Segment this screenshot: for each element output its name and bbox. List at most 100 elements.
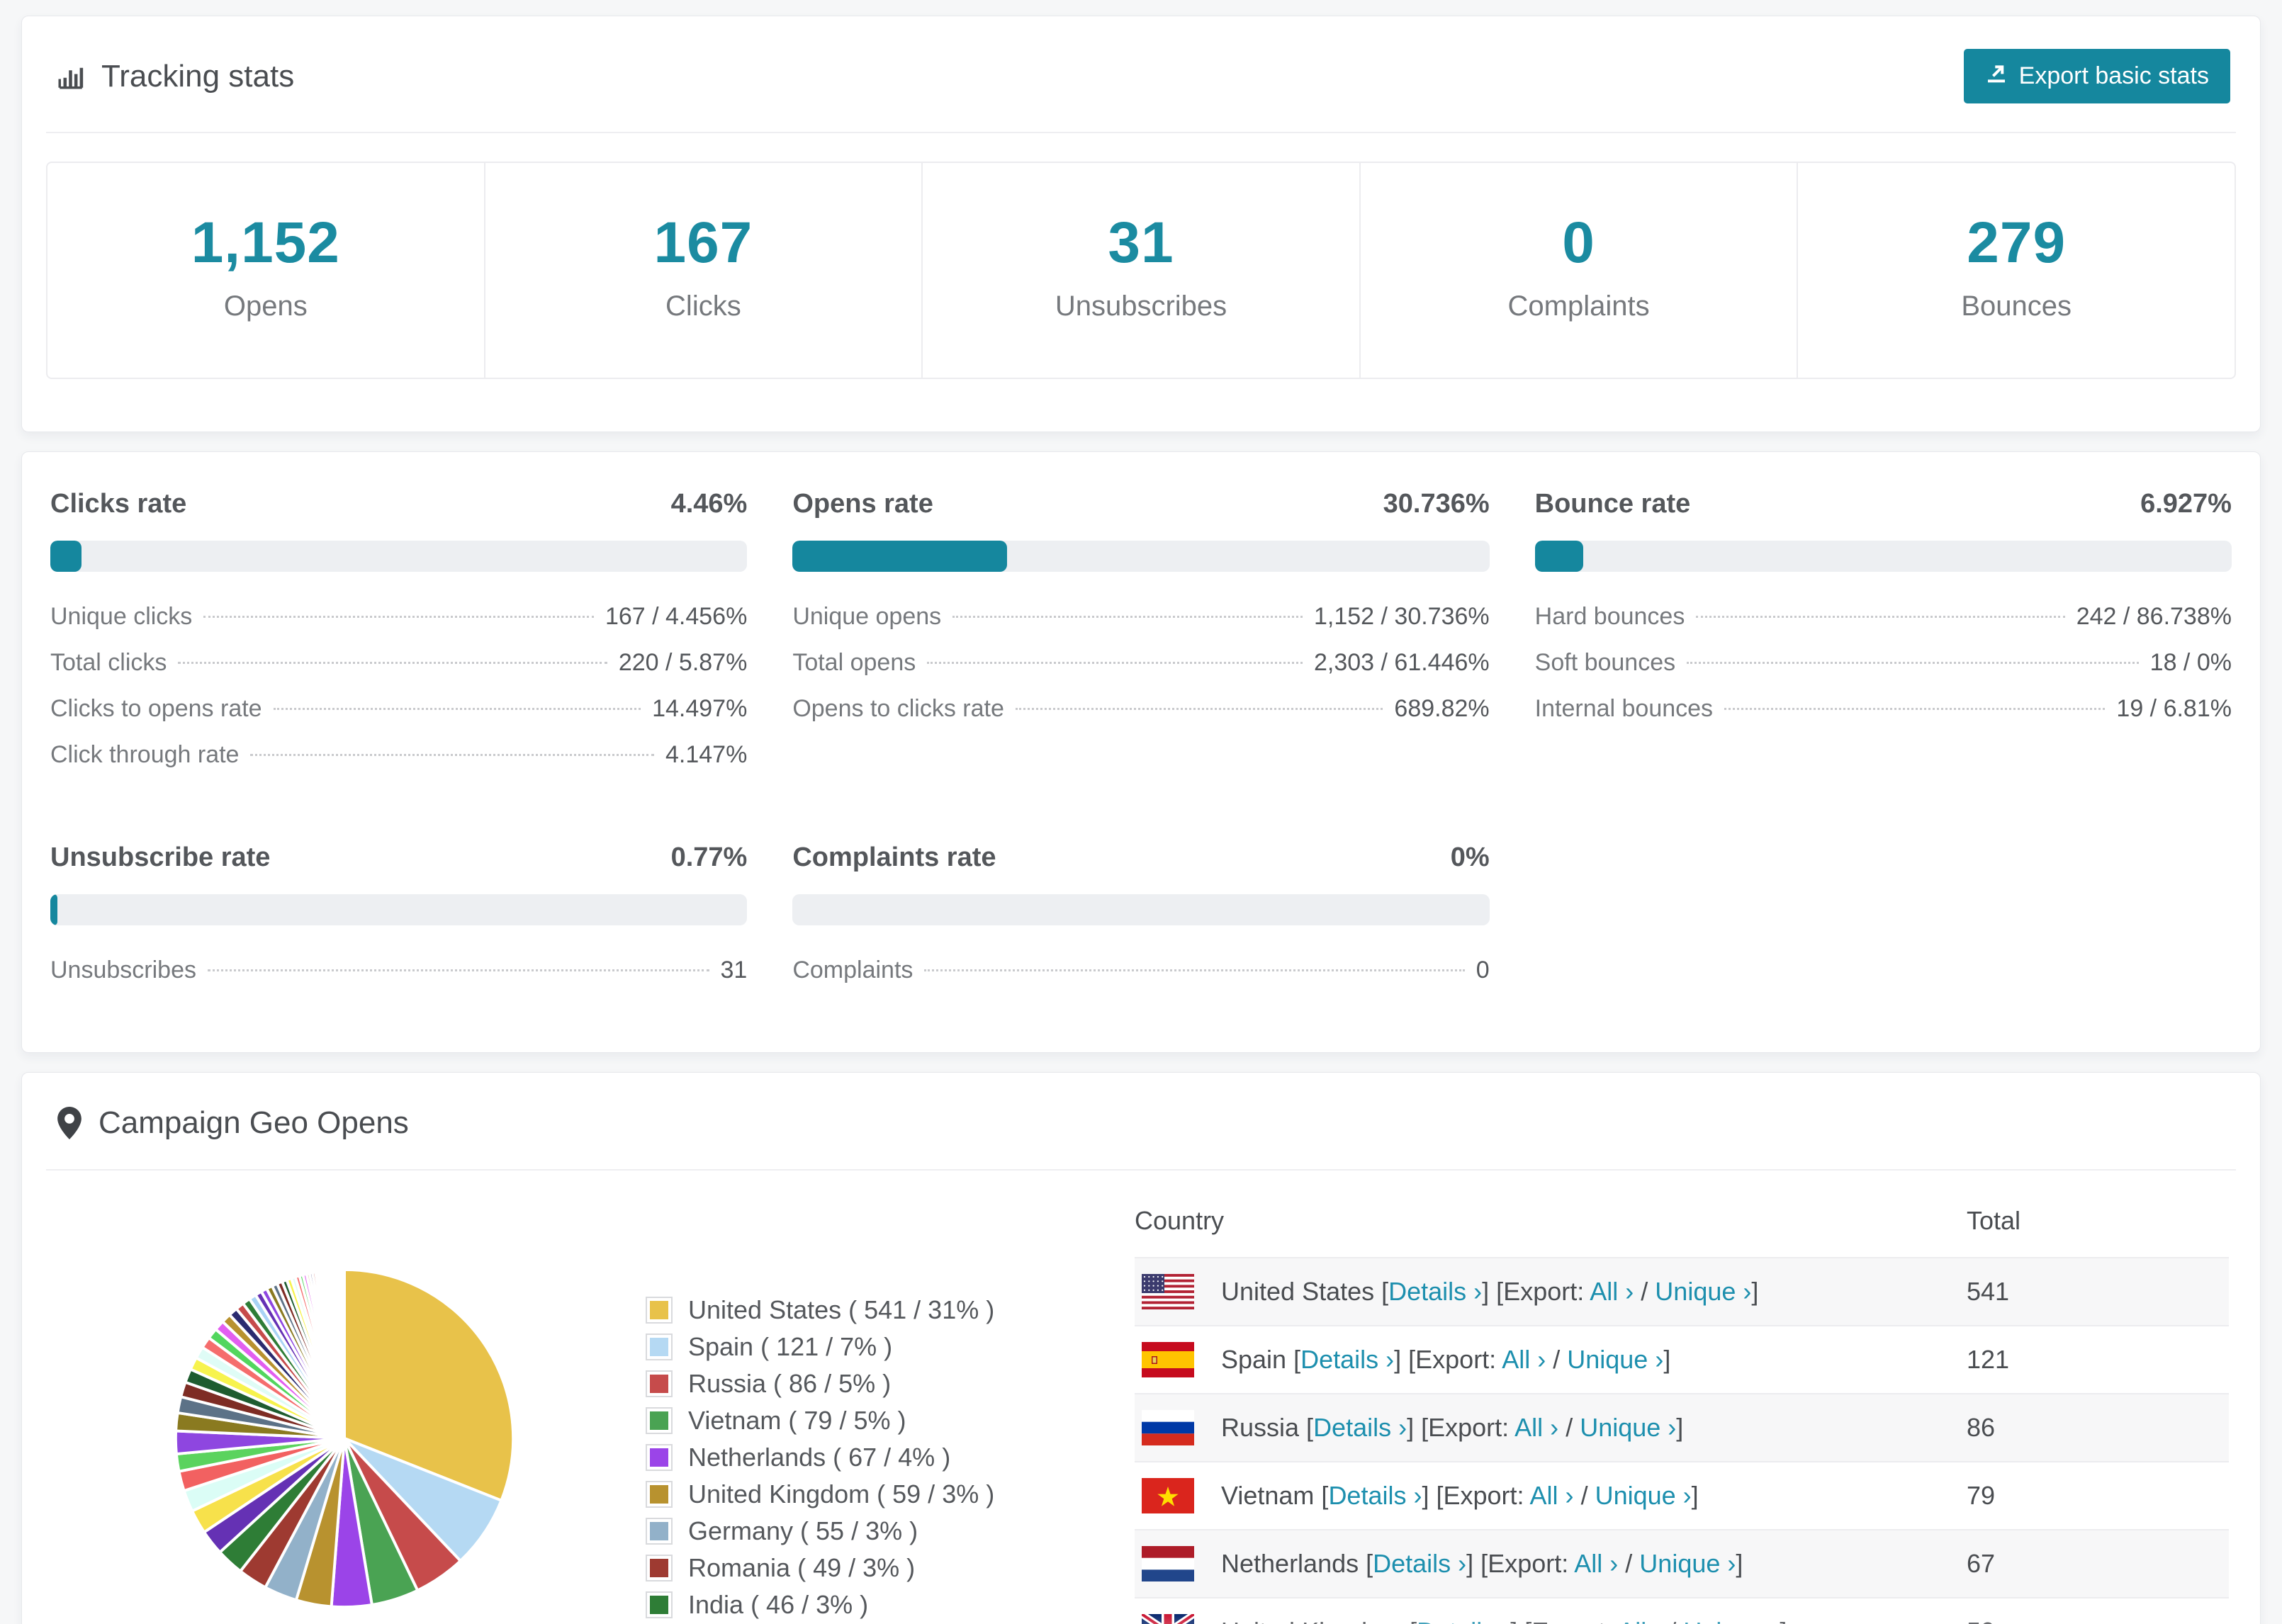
export-all-link[interactable]: All › — [1618, 1617, 1662, 1624]
export-unique-link[interactable]: Unique › — [1580, 1413, 1677, 1442]
legend-label: Netherlands ( 67 / 4% ) — [688, 1443, 951, 1472]
stat-label: Bounces — [1961, 291, 2072, 322]
export-prefix: Export: — [1531, 1617, 1612, 1624]
country-flag-us — [1142, 1274, 1194, 1309]
tracking-stats-card: Tracking stats Export basic stats 1,152 O… — [21, 16, 2261, 432]
details-link[interactable]: Details › — [1313, 1413, 1407, 1442]
stat-cell-opens: 1,152 Opens — [47, 163, 485, 378]
export-unique-link[interactable]: Unique › — [1595, 1481, 1692, 1510]
rate-head: Unsubscribe rate 0.77% — [50, 842, 747, 873]
country-links: Russia [Details ›] [Export: All › / Uniq… — [1221, 1413, 1684, 1442]
export-all-link[interactable]: All › — [1529, 1481, 1574, 1510]
stat-cell-bounces: 279 Bounces — [1798, 163, 2235, 378]
legend-swatch — [646, 1481, 673, 1508]
geo-title-text: Campaign Geo Opens — [99, 1105, 409, 1140]
dotted-leader — [952, 616, 1303, 618]
rate-value: 30.736% — [1383, 489, 1490, 519]
rate-progress-bar — [50, 541, 748, 572]
rate-row-value: 14.497% — [652, 695, 748, 722]
legend-label: Romania ( 49 / 3% ) — [688, 1553, 916, 1582]
details-link[interactable]: Details › — [1388, 1277, 1483, 1306]
rate-rows: Hard bounces 242 / 86.738% Soft bounces 18 … — [1535, 603, 2232, 723]
country-total: 541 — [1967, 1257, 2229, 1326]
export-all-link[interactable]: All › — [1502, 1345, 1546, 1374]
export-basic-stats-button[interactable]: Export basic stats — [1963, 49, 2230, 103]
geo-table-row-nl: Netherlands [Details ›] [Export: All › /… — [1135, 1529, 2229, 1598]
dotted-leader — [207, 969, 709, 971]
rate-row-value: 689.82% — [1394, 695, 1490, 722]
export-prefix: Export: — [1488, 1549, 1569, 1578]
slash: / — [1580, 1481, 1588, 1510]
geo-body: United States ( 541 / 31% ) Spain ( 121 /… — [22, 1171, 2260, 1624]
export-unique-link[interactable]: Unique › — [1639, 1549, 1736, 1578]
country-flag-vn — [1142, 1478, 1194, 1513]
rate-progress-fill — [50, 541, 82, 572]
export-unique-link[interactable]: Unique › — [1567, 1345, 1664, 1374]
export-button-label: Export basic stats — [2018, 62, 2209, 89]
rate-head: Bounce rate 6.927% — [1535, 489, 2232, 519]
stats-row: 1,152 Opens 167 Clicks 31 Unsubscribes 0 Compla… — [46, 162, 2236, 379]
export-unique-link[interactable]: Unique › — [1683, 1617, 1780, 1624]
rate-row-label: Unique clicks — [50, 603, 193, 630]
legend-item: United Kingdom ( 59 / 3% ) — [646, 1479, 1135, 1509]
country-cell: Russia [Details ›] [Export: All › / Uniq… — [1135, 1410, 1967, 1445]
legend-item: Spain ( 121 / 7% ) — [646, 1332, 1135, 1362]
legend-item: Romania ( 49 / 3% ) — [646, 1553, 1135, 1583]
export-prefix: Export: — [1503, 1277, 1585, 1306]
rate-row: Unique opens 1,152 / 30.736% — [792, 603, 1489, 631]
rates-grid: Clicks rate 4.46% Unique clicks 167 / 4.456… — [22, 452, 2260, 1052]
export-all-link[interactable]: All › — [1574, 1549, 1619, 1578]
rate-row-value: 2,303 / 61.446% — [1314, 649, 1490, 676]
rates-card: Clicks rate 4.46% Unique clicks 167 / 4.456… — [21, 451, 2261, 1053]
legend-item: Germany ( 55 / 3% ) — [646, 1516, 1135, 1546]
country-total: 79 — [1967, 1461, 2229, 1530]
stat-cell-clicks: 167 Clicks — [485, 163, 923, 378]
country-name: Russia — [1221, 1413, 1300, 1442]
rate-row-label: Unique opens — [792, 603, 942, 630]
export-all-link[interactable]: All › — [1590, 1277, 1634, 1306]
slash: / — [1625, 1549, 1633, 1578]
export-all-link[interactable]: All › — [1514, 1413, 1559, 1442]
country-cell: Vietnam [Details ›] [Export: All › / Uni… — [1135, 1478, 1967, 1513]
rate-row-value: 220 / 5.87% — [618, 649, 748, 676]
legend-swatch — [646, 1444, 673, 1471]
details-link[interactable]: Details › — [1300, 1345, 1395, 1374]
rate-row-label: Internal bounces — [1534, 695, 1714, 722]
export-unique-link[interactable]: Unique › — [1655, 1277, 1752, 1306]
legend-swatch — [646, 1370, 673, 1397]
rate-row: Clicks to opens rate 14.497% — [50, 695, 747, 723]
pie-svg — [174, 1268, 515, 1609]
details-link[interactable]: Details › — [1328, 1481, 1422, 1510]
country-name: United Kingdom — [1221, 1617, 1403, 1624]
geo-table-row-vn: Vietnam [Details ›] [Export: All › / Uni… — [1135, 1461, 2229, 1530]
campaign-geo-opens-card: Campaign Geo Opens United States ( 541 /… — [21, 1072, 2261, 1624]
details-link[interactable]: Details › — [1417, 1617, 1510, 1624]
dotted-leader — [1696, 616, 2065, 618]
slash: / — [1566, 1413, 1573, 1442]
rate-row: Total opens 2,303 / 61.446% — [792, 649, 1489, 677]
dotted-leader — [178, 662, 607, 664]
details-link[interactable]: Details › — [1373, 1549, 1467, 1578]
legend-item: United States ( 541 / 31% ) — [646, 1295, 1135, 1325]
geo-legend: United States ( 541 / 31% ) Spain ( 121 /… — [646, 1173, 1135, 1624]
geo-table-row-gb: United Kingdom [Details ›] [Export: All … — [1135, 1597, 2229, 1624]
rate-row: Click through rate 4.147% — [50, 741, 747, 769]
rate-row: Opens to clicks rate 689.82% — [792, 695, 1489, 723]
geo-title: Campaign Geo Opens — [56, 1105, 409, 1141]
legend-label: Germany ( 55 / 3% ) — [688, 1516, 918, 1545]
rate-row-label: Click through rate — [50, 741, 240, 768]
country-links: Vietnam [Details ›] [Export: All › / Uni… — [1221, 1481, 1699, 1510]
rate-row-label: Total clicks — [50, 649, 167, 676]
rate-progress-bar — [1534, 541, 2232, 572]
country-total: 59 — [1967, 1597, 2229, 1624]
slash: / — [1641, 1277, 1648, 1306]
rate-rows: Unique clicks 167 / 4.456% Total clicks 220… — [50, 603, 747, 769]
rate-progress-bar — [792, 894, 1490, 925]
rate-row-label: Opens to clicks rate — [792, 695, 1004, 722]
stat-cell-complaints: 0 Complaints — [1361, 163, 1799, 378]
rate-value: 0.77% — [670, 842, 748, 872]
stat-cell-unsubscribes: 31 Unsubscribes — [923, 163, 1361, 378]
stat-value: 31 — [1108, 210, 1174, 275]
slash: / — [1669, 1617, 1676, 1624]
